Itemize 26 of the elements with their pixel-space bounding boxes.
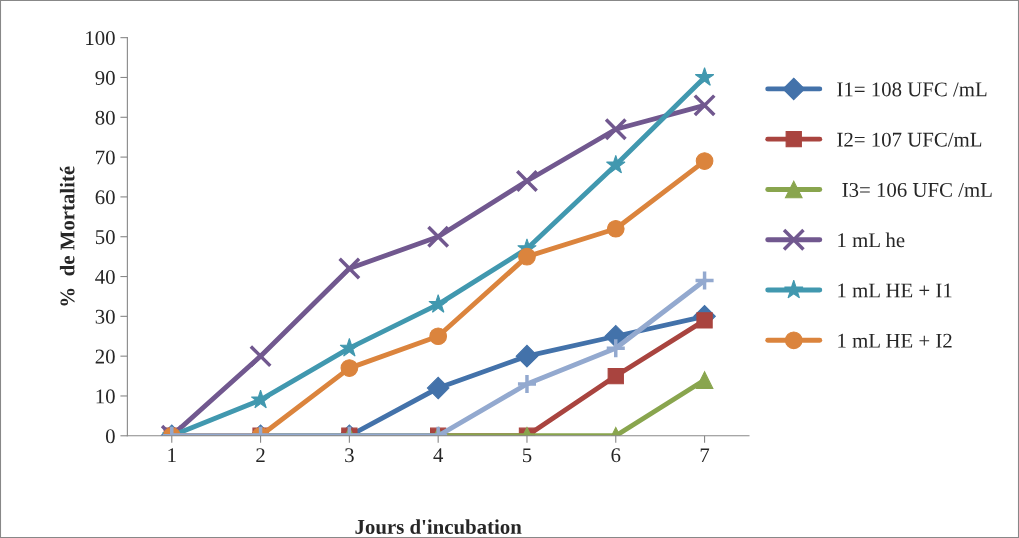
- y-tick-label: 40: [95, 269, 115, 284]
- y-tick-label: 10: [96, 389, 115, 404]
- y-tick-label: 80: [95, 110, 115, 125]
- legend-label: 1 mL HE + I1: [838, 283, 952, 298]
- x-tick-label: 3: [345, 448, 354, 463]
- x-tick-label: 5: [522, 448, 532, 463]
- x-axis-title: Jours d'incubation: [355, 519, 522, 534]
- x-tick-label: 4: [433, 448, 444, 463]
- legend-label: I2= 107 UFC/mL: [837, 132, 982, 147]
- x-tick-label: 1: [168, 448, 176, 463]
- y-axis-title: % de Mortalité: [59, 166, 75, 306]
- legend-label: I1= 108 UFC /mL: [837, 82, 987, 97]
- y-tick-label: 30: [95, 309, 115, 324]
- x-tick-label: 6: [611, 448, 621, 463]
- legend-label: I3= 106 UFC /mL: [842, 182, 992, 197]
- y-tick-label: 70: [96, 150, 115, 165]
- x-tick-label: 2: [256, 448, 265, 463]
- y-tick-label: 20: [95, 349, 115, 364]
- legend-label: 1 mL HE + I2: [838, 333, 952, 348]
- y-tick-label: 0: [105, 429, 115, 444]
- y-tick-label: 90: [95, 70, 115, 85]
- y-tick-label: 50: [95, 230, 115, 245]
- x-tick-label: 7: [700, 448, 710, 463]
- legend-label: 1 mL he: [838, 232, 905, 248]
- y-tick-label: 60: [95, 190, 115, 205]
- y-tick-label: 100: [86, 31, 115, 46]
